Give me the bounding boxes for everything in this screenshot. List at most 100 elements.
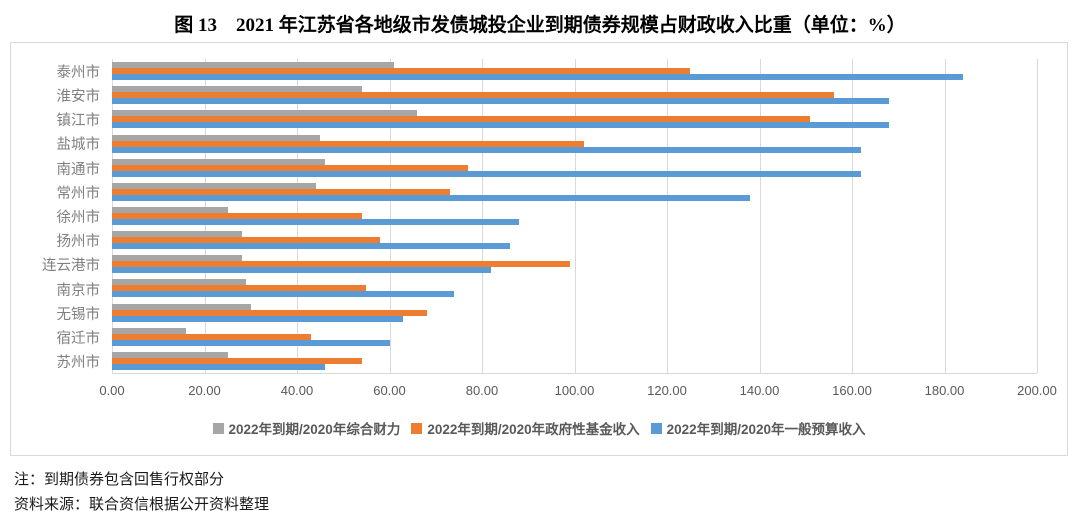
bar-group [112,325,1037,349]
y-axis-label: 连云港市 [42,258,100,275]
gridline [574,59,576,373]
bar [112,194,751,201]
legend-item: 2022年到期/2020年综合财力 [212,418,401,438]
bar [112,315,404,322]
y-axis-label: 无锡市 [56,306,101,323]
x-axis-tick-label: 40.00 [280,383,314,398]
x-axis-tick-label: 200.00 [1017,383,1057,398]
bar [112,231,242,238]
legend-item: 2022年到期/2020年政府性基金收入 [411,418,640,438]
chart-container: 泰州市淮安市镇江市盐城市南通市常州市徐州市扬州市连云港市南京市无锡市宿迁市苏州市… [10,42,1068,456]
x-axis-ticks: 0.00 20.00 40.00 60.00 80.00 100.00 120.00 140.… [99,383,1057,401]
x-axis-tick-label: 160.00 [832,383,872,398]
y-axis-label: 苏州市 [56,355,101,372]
bar [112,86,362,93]
bar [112,327,186,334]
y-axis-label: 盐城市 [56,137,101,154]
legend-swatch-icon [212,422,224,434]
y-axis-label: 镇江市 [56,113,101,130]
y-axis-label: 南京市 [56,282,101,299]
bar [112,62,395,69]
x-axis-tick-label: 80.00 [465,383,499,398]
bar [112,68,691,75]
bar [112,357,362,364]
legend-item: 2022年到期/2020年一般预算收入 [650,418,866,438]
gridline [759,59,761,373]
bar [112,158,325,165]
x-axis-tick-label: 0.00 [99,383,125,398]
bar-rows [112,59,1037,373]
bar [112,182,316,189]
y-axis-label: 南通市 [56,161,101,178]
bar [112,243,510,250]
bar-group [112,156,1037,180]
bar [112,285,367,292]
legend: 2022年到期/2020年综合财力 2022年到期/2020年政府性基金收入 202… [11,418,1067,438]
y-axis-label: 泰州市 [56,64,101,81]
bar [112,170,862,177]
bar [112,237,381,244]
y-axis-label: 扬州市 [56,234,101,251]
bar [112,339,390,346]
bar [112,333,311,340]
y-axis-labels: 泰州市淮安市镇江市盐城市南通市常州市徐州市扬州市连云港市南京市无锡市宿迁市苏州市 [11,59,107,374]
bar [112,309,427,316]
bar-group [112,131,1037,155]
bar [112,279,247,286]
y-axis-label: 淮安市 [56,88,101,105]
x-axis-tick-label: 120.00 [647,383,687,398]
legend-swatch-icon [650,422,662,434]
bar [112,110,418,117]
bar-group [112,301,1037,325]
bar [112,98,889,105]
bar [112,122,889,129]
bar [112,207,228,214]
x-axis-tick-label: 100.00 [554,383,595,398]
y-axis-label: 常州市 [56,185,101,202]
y-axis-label: 徐州市 [56,210,101,227]
x-axis-tick-label: 140.00 [739,383,780,398]
gridline [1037,59,1038,373]
x-axis-tick-label: 180.00 [924,383,965,398]
bar-group [112,349,1037,373]
bar-group [112,276,1037,300]
gridline [852,59,853,373]
gridline [667,59,668,373]
bar [112,146,862,153]
gridline [389,59,391,373]
bar-group [112,107,1037,131]
bar [112,92,834,99]
bar-group [112,228,1037,252]
bar [112,363,325,370]
bar [112,164,469,171]
figure-title: 图 13 2021 年江苏省各地级市发债城投企业到期债券规模占财政收入比重（单位… [174,15,906,36]
bar [112,219,519,226]
bar [112,267,492,274]
legend-swatch-icon [411,422,423,434]
chart-note: 注：到期债券包含回售行权部分 [14,472,225,488]
bar [112,351,228,358]
bar [112,140,584,147]
bar [112,303,251,310]
bar-group [112,83,1037,107]
bar-group [112,204,1037,228]
chart-source: 资料来源：联合资信根据公开资料整理 [14,497,270,513]
bar [112,213,362,220]
bar [112,116,811,123]
x-axis-tick-label: 20.00 [188,383,221,398]
bar [112,261,570,268]
gridline [944,59,946,373]
legend-label: 2022年到期/2020年一般预算收入 [666,422,866,437]
y-axis-label: 宿迁市 [56,331,101,348]
bar-group [112,59,1037,83]
bar-group [112,252,1037,276]
plot-area [112,59,1038,374]
x-axis-tick-label: 60.00 [373,383,406,398]
legend-label: 2022年到期/2020年政府性基金收入 [427,422,640,437]
legend-label: 2022年到期/2020年综合财力 [228,422,401,437]
gridline [482,59,483,373]
bar [112,134,321,141]
bar-group [112,180,1037,204]
bar [112,188,450,195]
